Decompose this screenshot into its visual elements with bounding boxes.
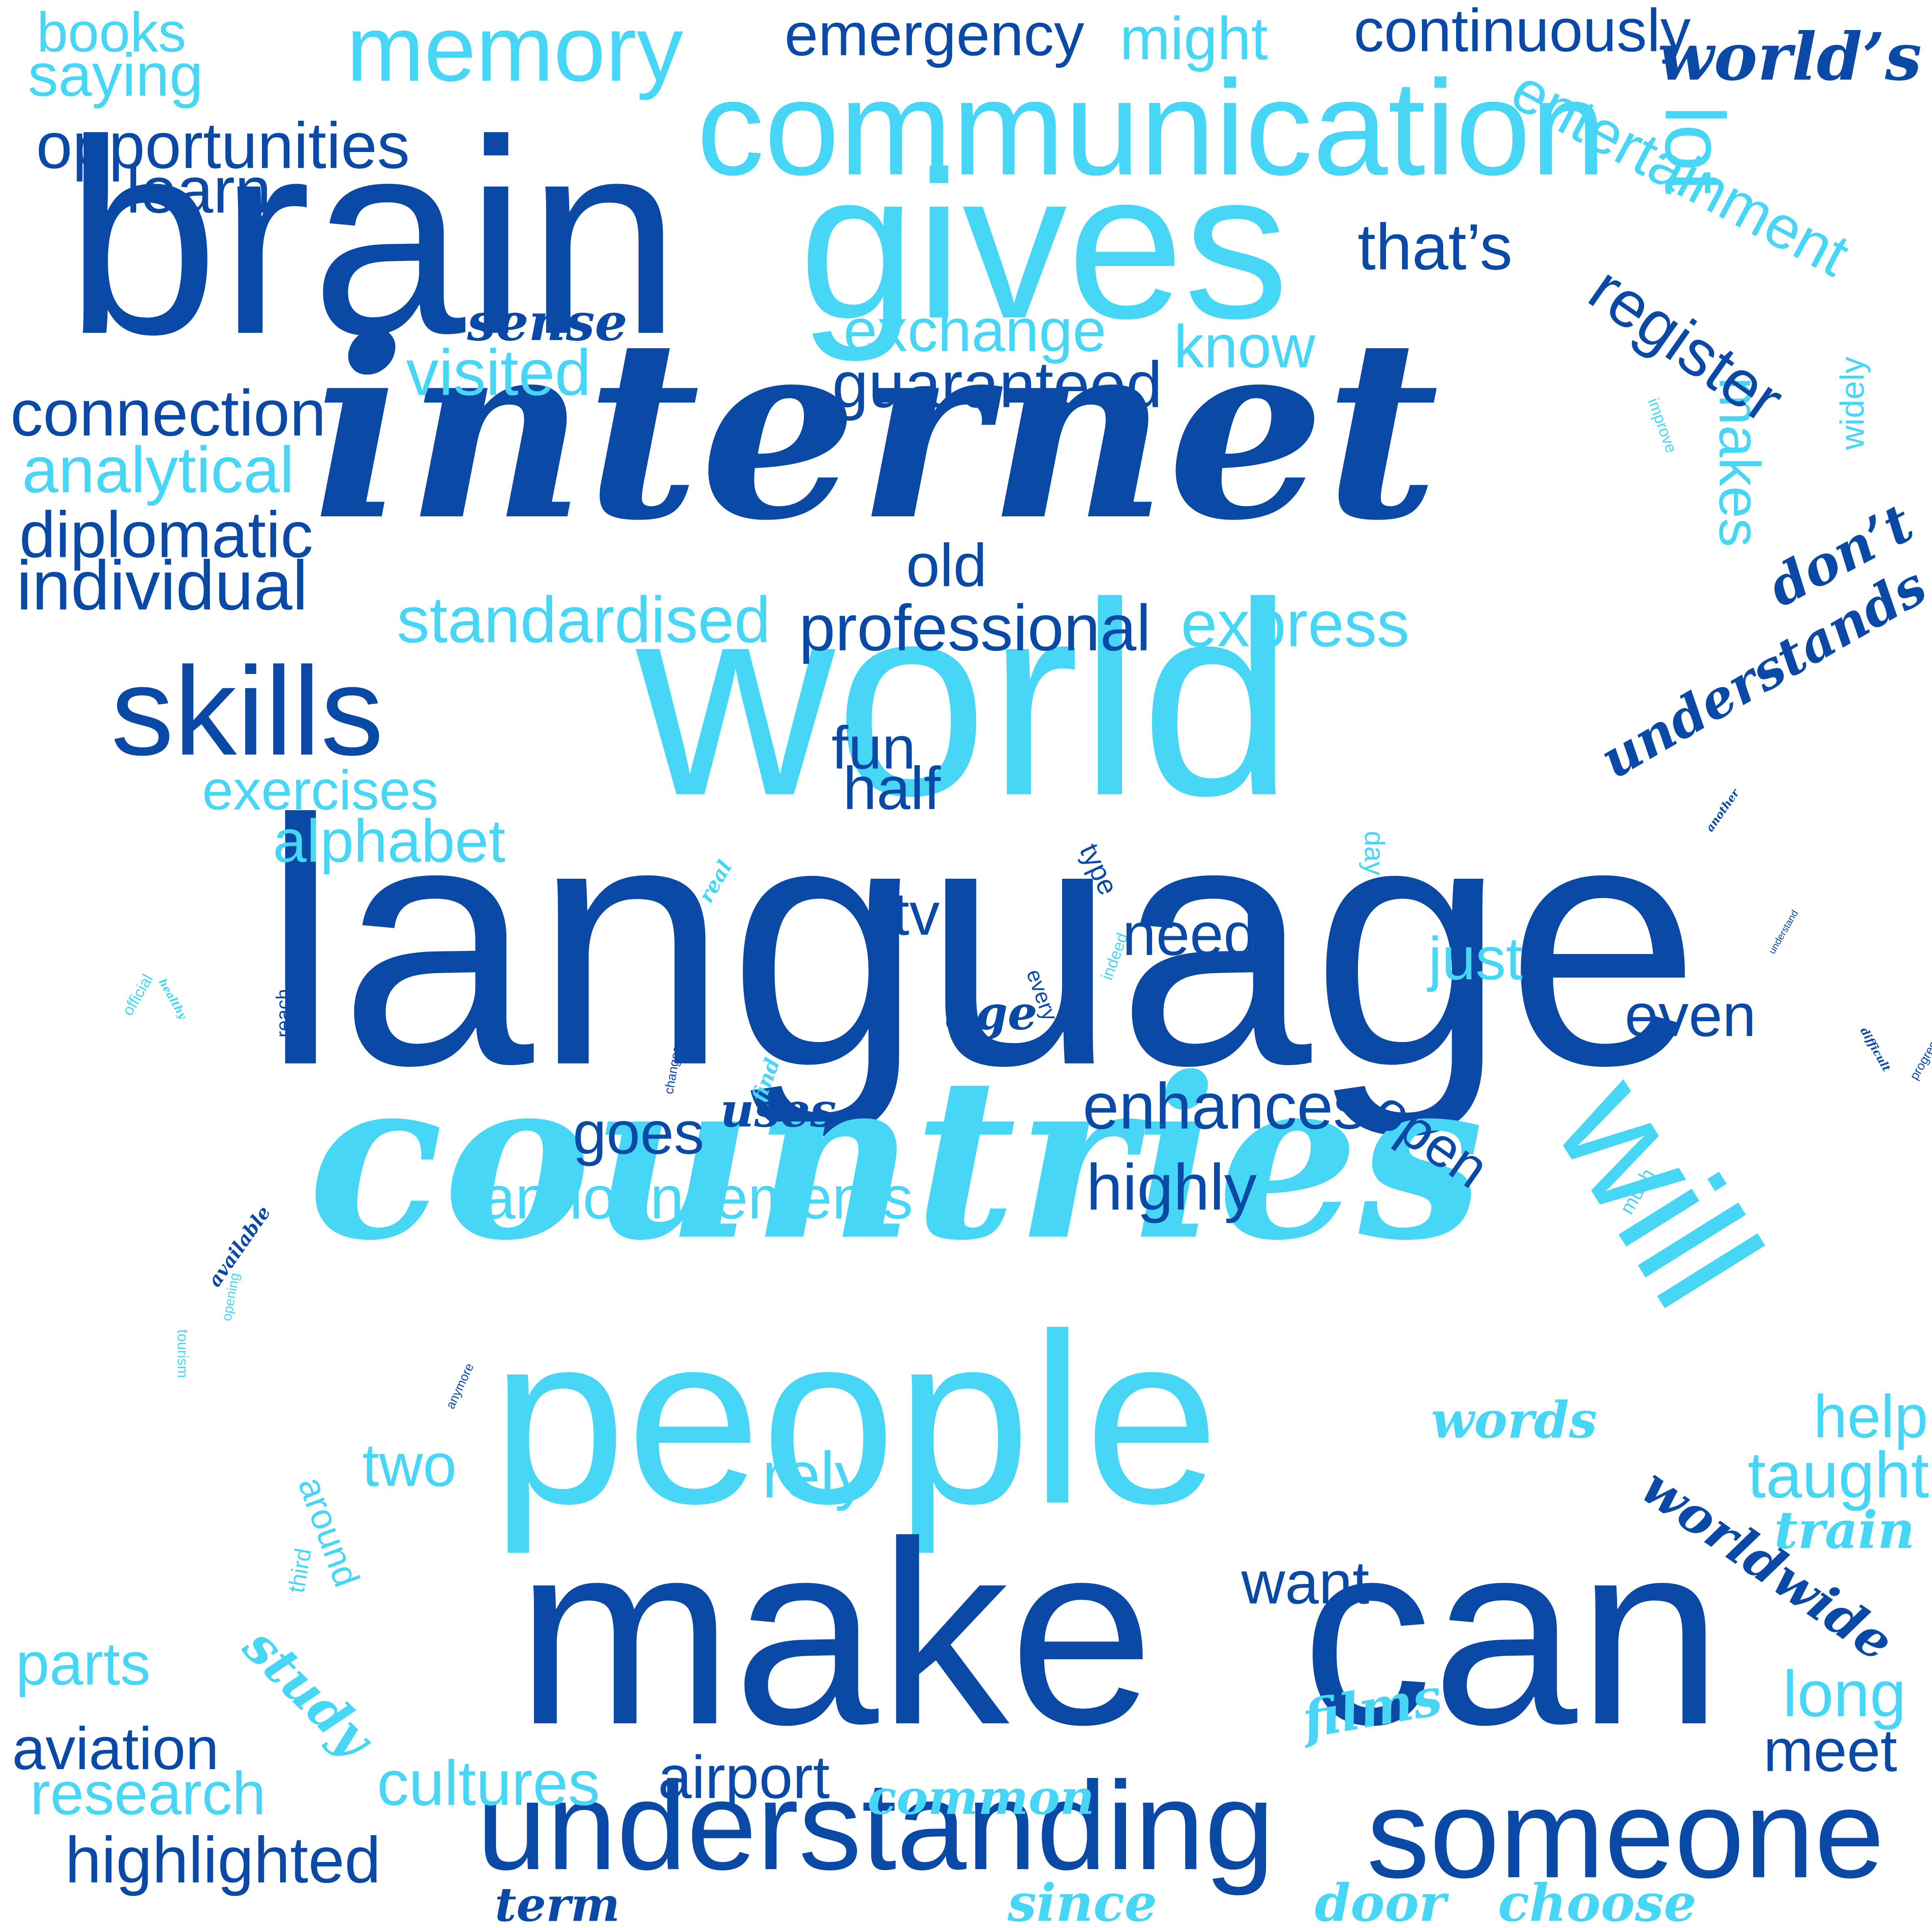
word-97: cultures bbox=[377, 1748, 600, 1819]
word-105: choose bbox=[1498, 1872, 1696, 1928]
word-48: another bbox=[1703, 787, 1742, 834]
word-85: two bbox=[362, 1431, 457, 1499]
word-95: aviation bbox=[12, 1715, 219, 1782]
word-67: age bbox=[945, 986, 1038, 1041]
word-37: connection bbox=[10, 377, 326, 450]
word-56: official bbox=[119, 971, 157, 1019]
word-65: healthy bbox=[156, 976, 189, 1021]
word-32: exchange bbox=[843, 296, 1107, 364]
word-52: half bbox=[843, 754, 941, 822]
word-41: individual bbox=[16, 546, 308, 625]
word-5: people bbox=[491, 1283, 1219, 1554]
word-6: make bbox=[516, 1487, 1154, 1779]
word-27: opportunities bbox=[36, 109, 410, 182]
word-103: since bbox=[1007, 1872, 1157, 1928]
word-26: world’s bbox=[1658, 18, 1922, 95]
word-51: fun bbox=[831, 714, 916, 782]
word-46: professional bbox=[799, 591, 1151, 665]
word-101: highlighted bbox=[65, 1823, 381, 1897]
word-4: countries bbox=[308, 1029, 1484, 1290]
word-28: learn bbox=[126, 154, 272, 227]
word-74: enhances bbox=[1082, 1070, 1366, 1143]
word-40: diplomatic bbox=[19, 498, 313, 571]
word-21: books bbox=[36, 1, 186, 64]
word-31: sense bbox=[467, 291, 628, 352]
word-87: taught bbox=[1748, 1438, 1929, 1512]
word-3: world bbox=[636, 545, 1294, 853]
word-83: third bbox=[283, 1546, 316, 1595]
word-19: widely bbox=[1833, 356, 1871, 450]
word-92: parts bbox=[15, 1630, 151, 1698]
word-98: airport bbox=[658, 1743, 830, 1811]
word-45: standardised bbox=[397, 583, 771, 657]
word-71: uses bbox=[720, 1083, 837, 1138]
word-53: exercises bbox=[202, 759, 439, 822]
word-86: rely bbox=[762, 1438, 867, 1512]
word-94: long bbox=[1782, 1657, 1906, 1731]
word-12: communication bbox=[696, 52, 1606, 203]
word-13: memory bbox=[346, 0, 683, 101]
word-61: tv bbox=[892, 880, 940, 948]
word-39: analytical bbox=[22, 433, 294, 507]
word-33: know bbox=[1174, 312, 1315, 381]
word-25: continuously bbox=[1354, 0, 1691, 64]
word-84: anymore bbox=[443, 1361, 477, 1411]
word-34: visited bbox=[406, 336, 591, 409]
word-30: that’s bbox=[1358, 210, 1512, 284]
word-104: door bbox=[1315, 1872, 1446, 1928]
word-10: gives bbox=[799, 128, 1289, 362]
word-60: reach bbox=[273, 989, 295, 1038]
word-88: train bbox=[1774, 1499, 1915, 1560]
word-22: saying bbox=[28, 41, 203, 109]
word-77: tourism bbox=[174, 1329, 191, 1378]
word-63: progress bbox=[1907, 1033, 1932, 1083]
word-14: skills bbox=[111, 640, 384, 781]
word-69: even bbox=[1624, 981, 1756, 1049]
word-80: highly bbox=[1086, 1151, 1257, 1224]
word-102: term bbox=[495, 1877, 620, 1928]
word-79: announcements bbox=[482, 1164, 913, 1232]
word-90: want bbox=[1241, 1549, 1369, 1617]
word-15: understanding bbox=[477, 1755, 1275, 1896]
word-16: someone bbox=[1367, 1763, 1885, 1904]
word-75: goes bbox=[572, 1099, 705, 1167]
word-35: guaranteed bbox=[832, 348, 1163, 422]
word-7: can bbox=[1301, 1487, 1723, 1779]
word-91: study bbox=[232, 1616, 385, 1768]
word-82: help bbox=[1813, 1382, 1928, 1451]
word-2: language bbox=[261, 747, 1701, 1138]
word-55: day bbox=[1359, 831, 1390, 875]
word-54: alphabet bbox=[273, 807, 505, 875]
word-38: improve bbox=[1644, 396, 1681, 456]
word-49: understand bbox=[1766, 908, 1801, 956]
word-47: express bbox=[1181, 587, 1409, 661]
word-73: difficult bbox=[1857, 1025, 1893, 1074]
word-23: emergency bbox=[784, 0, 1084, 68]
word-44: old bbox=[906, 531, 987, 599]
word-81: words bbox=[1431, 1391, 1597, 1450]
word-96: research bbox=[30, 1759, 266, 1827]
word-36: register bbox=[1576, 252, 1797, 437]
word-100: common bbox=[867, 1769, 1095, 1825]
word-99: meet bbox=[1763, 1717, 1897, 1784]
word-9: brain bbox=[65, 82, 681, 392]
word-43: understands bbox=[1590, 555, 1932, 791]
word-24: might bbox=[1120, 4, 1268, 73]
word-1: internet bbox=[312, 284, 1439, 575]
word-64: just bbox=[1428, 924, 1523, 993]
word-62: need bbox=[1122, 900, 1257, 968]
